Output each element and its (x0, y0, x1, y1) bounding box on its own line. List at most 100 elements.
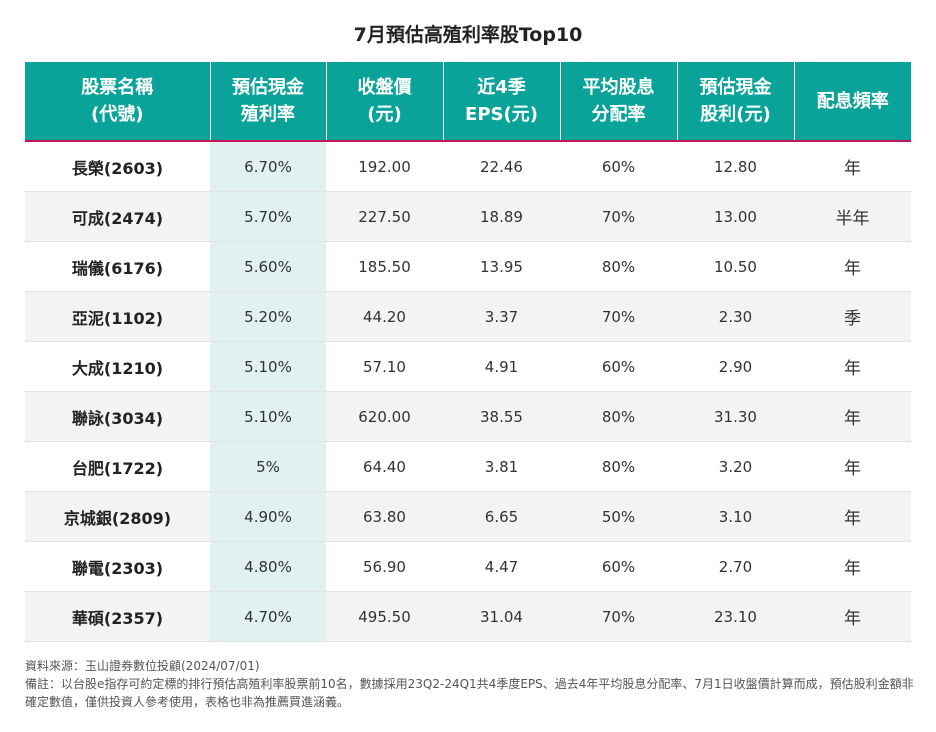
payout-cell: 70% (560, 591, 677, 642)
table-row: 華碩(2357) 4.70% 495.50 31.04 70% 23.10 年 (25, 591, 911, 642)
frequency-cell: 年 (794, 491, 911, 542)
dividend-yield-table: 股票名稱 (代號) 預估現金 殖利率 收盤價 (元) 近4季 EPS(元) 平均股息 分配率 預估現… (25, 62, 911, 642)
dividend-cell: 2.90 (677, 341, 794, 392)
close-price-cell: 192.00 (326, 141, 443, 192)
header-est-yield: 預估現金 殖利率 (209, 62, 326, 142)
header-label: (代號) (91, 104, 144, 125)
header-label: 收盤價 (357, 77, 412, 98)
payout-cell: 60% (560, 141, 677, 192)
payout-cell: 50% (560, 491, 677, 542)
payout-cell: 70% (560, 291, 677, 342)
close-price-cell: 495.50 (326, 591, 443, 642)
frequency-cell: 年 (794, 591, 911, 642)
dividend-cell: 23.10 (677, 591, 794, 642)
payout-cell: 70% (560, 191, 677, 242)
header-label: EPS(元) (465, 104, 538, 125)
close-price-cell: 63.80 (326, 491, 443, 542)
header-label: 分配率 (591, 104, 646, 125)
close-price-cell: 620.00 (326, 391, 443, 442)
header-eps: 近4季 EPS(元) (442, 62, 560, 142)
yield-cell: 5.60% (210, 241, 326, 292)
payout-cell: 80% (560, 391, 677, 442)
eps-cell: 3.81 (443, 441, 560, 492)
close-price-cell: 56.90 (326, 541, 443, 592)
yield-cell: 4.90% (210, 491, 326, 542)
page-title: 7月預估高殖利率股Top10 (353, 24, 583, 46)
stock-name-cell: 亞泥(1102) (25, 291, 210, 342)
header-label: 預估現金 (699, 77, 772, 98)
close-price-cell: 44.20 (326, 291, 443, 342)
source-note: 資料來源：玉山證券數位投顧(2024/07/01) (25, 659, 260, 673)
frequency-cell: 年 (794, 141, 911, 192)
yield-cell: 5.20% (210, 291, 326, 342)
disclaimer-note: 備註：以台股e指存可約定標的排行預估高殖利率股票前10名，數據採用23Q2-24… (25, 677, 914, 709)
close-price-cell: 64.40 (326, 441, 443, 492)
eps-cell: 38.55 (443, 391, 560, 442)
table-row: 台肥(1722) 5% 64.40 3.81 80% 3.20 年 (25, 441, 911, 492)
stock-name-cell: 華碩(2357) (25, 591, 210, 642)
eps-cell: 18.89 (443, 191, 560, 242)
table-header-row: 股票名稱 (代號) 預估現金 殖利率 收盤價 (元) 近4季 EPS(元) 平均股息 分配率 預估現… (25, 62, 911, 142)
dividend-cell: 10.50 (677, 241, 794, 292)
stock-name-cell: 大成(1210) (25, 341, 210, 392)
header-close-price: 收盤價 (元) (325, 62, 443, 142)
stock-name-cell: 京城銀(2809) (25, 491, 210, 542)
header-stock-name: 股票名稱 (代號) (25, 62, 210, 142)
header-label: 近4季 (477, 77, 526, 98)
dividend-cell: 31.30 (677, 391, 794, 442)
table-row: 瑞儀(6176) 5.60% 185.50 13.95 80% 10.50 年 (25, 241, 911, 292)
header-label: 股票名稱 (81, 77, 154, 98)
yield-cell: 4.80% (210, 541, 326, 592)
frequency-cell: 年 (794, 241, 911, 292)
eps-cell: 13.95 (443, 241, 560, 292)
header-label: 配息頻率 (816, 90, 889, 112)
dividend-cell: 2.30 (677, 291, 794, 342)
close-price-cell: 185.50 (326, 241, 443, 292)
header-frequency: 配息頻率 (793, 62, 911, 142)
header-label: 殖利率 (241, 104, 295, 125)
eps-cell: 6.65 (443, 491, 560, 542)
table-row: 可成(2474) 5.70% 227.50 18.89 70% 13.00 半年 (25, 191, 911, 242)
frequency-cell: 年 (794, 541, 911, 592)
frequency-cell: 半年 (794, 191, 911, 242)
stock-name-cell: 台肥(1722) (25, 441, 210, 492)
table-row: 長榮(2603) 6.70% 192.00 22.46 60% 12.80 年 (25, 141, 911, 192)
yield-cell: 4.70% (210, 591, 326, 642)
stock-name-cell: 瑞儀(6176) (25, 241, 210, 292)
dividend-cell: 3.10 (677, 491, 794, 542)
close-price-cell: 57.10 (326, 341, 443, 392)
eps-cell: 31.04 (443, 591, 560, 642)
yield-cell: 5% (210, 441, 326, 492)
frequency-cell: 年 (794, 441, 911, 492)
yield-cell: 6.70% (210, 141, 326, 192)
payout-cell: 60% (560, 341, 677, 392)
payout-cell: 80% (560, 241, 677, 292)
stock-name-cell: 可成(2474) (25, 191, 210, 242)
table-row: 聯電(2303) 4.80% 56.90 4.47 60% 2.70 年 (25, 541, 911, 592)
table-row: 聯詠(3034) 5.10% 620.00 38.55 80% 31.30 年 (25, 391, 911, 442)
header-payout-ratio: 平均股息 分配率 (559, 62, 677, 142)
header-est-dividend: 預估現金股利(元) (676, 62, 794, 142)
table-row: 大成(1210) 5.10% 57.10 4.91 60% 2.90 年 (25, 341, 911, 392)
dividend-cell: 2.70 (677, 541, 794, 592)
frequency-cell: 季 (794, 291, 911, 342)
eps-cell: 4.91 (443, 341, 560, 392)
footer-notes: 資料來源：玉山證券數位投顧(2024/07/01) 備註：以台股e指存可約定標的… (25, 657, 915, 711)
table-body: 長榮(2603) 6.70% 192.00 22.46 60% 12.80 年可成(2474… (25, 141, 911, 642)
dividend-cell: 3.20 (677, 441, 794, 492)
eps-cell: 22.46 (443, 141, 560, 192)
stock-name-cell: 長榮(2603) (25, 141, 210, 192)
payout-cell: 60% (560, 541, 677, 592)
table-row: 京城銀(2809) 4.90% 63.80 6.65 50% 3.10 年 (25, 491, 911, 542)
yield-cell: 5.10% (210, 391, 326, 442)
stock-name-cell: 聯詠(3034) (25, 391, 210, 442)
table-row: 亞泥(1102) 5.20% 44.20 3.37 70% 2.30 季 (25, 291, 911, 342)
header-label: 股利(元) (700, 104, 771, 125)
header-label: 預估現金 (232, 77, 304, 98)
frequency-cell: 年 (794, 341, 911, 392)
stock-name-cell: 聯電(2303) (25, 541, 210, 592)
yield-cell: 5.70% (210, 191, 326, 242)
close-price-cell: 227.50 (326, 191, 443, 242)
dividend-cell: 12.80 (677, 141, 794, 192)
dividend-cell: 13.00 (677, 191, 794, 242)
